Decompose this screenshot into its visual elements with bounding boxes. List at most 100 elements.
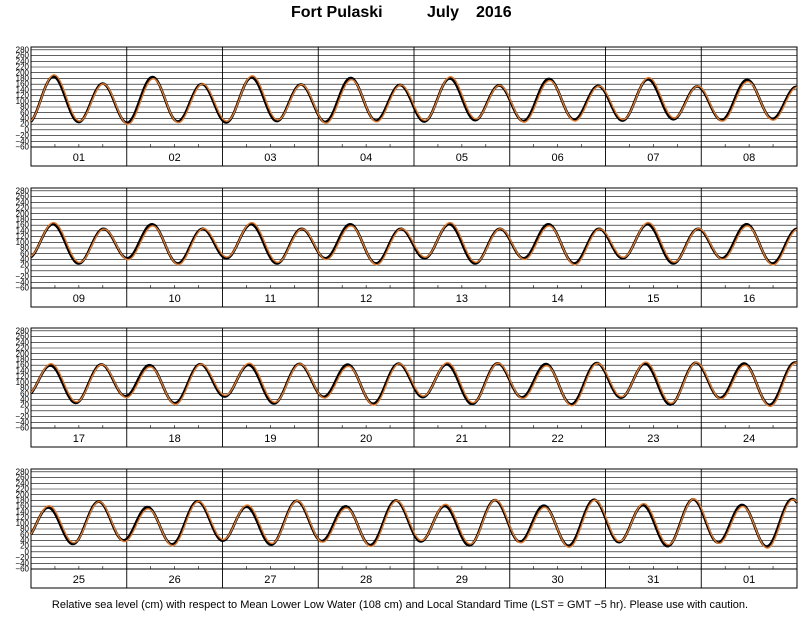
y-tick-label: 80: [20, 244, 29, 253]
day-label: 27: [264, 574, 276, 586]
day-label: 18: [169, 433, 181, 445]
title-year: 2016: [476, 4, 512, 21]
y-tick-label: 100: [16, 238, 30, 247]
y-tick-label: 0: [25, 125, 30, 134]
y-tick-label: 220: [16, 63, 30, 72]
day-label: 29: [456, 574, 468, 586]
y-tick-label: −40: [15, 137, 29, 146]
day-label: 01: [743, 574, 755, 586]
y-tick-label: 280: [16, 186, 30, 195]
y-tick-label: 100: [16, 519, 30, 528]
y-tick-label: −40: [15, 278, 29, 287]
day-label: 08: [743, 152, 755, 164]
y-tick-label: 160: [16, 361, 30, 370]
y-tick-label: −60: [15, 565, 29, 574]
y-tick-label: 240: [16, 338, 30, 347]
y-tick-label: 260: [16, 473, 30, 482]
day-label: 28: [360, 574, 372, 586]
day-label: 07: [647, 152, 659, 164]
day-label: 22: [552, 433, 564, 445]
y-tick-label: 240: [16, 479, 30, 488]
y-tick-label: 120: [16, 91, 30, 100]
day-label: 21: [456, 433, 468, 445]
y-tick-label: −20: [15, 412, 29, 421]
title-month: July: [427, 4, 460, 21]
y-tick-label: 180: [16, 496, 30, 505]
y-tick-label: 160: [16, 221, 30, 230]
predicted-series-line: [30, 498, 798, 549]
y-tick-label: 120: [16, 513, 30, 522]
y-tick-label: 180: [16, 355, 30, 364]
y-tick-label: −20: [15, 272, 29, 281]
y-tick-label: 140: [16, 507, 30, 516]
y-tick-label: −60: [15, 284, 29, 293]
y-tick-label: 200: [16, 349, 30, 358]
y-tick-label: −40: [15, 418, 29, 427]
y-tick-label: 100: [16, 97, 30, 106]
predicted-series-line: [30, 74, 798, 125]
day-label: 12: [360, 293, 372, 305]
y-tick-label: −20: [15, 553, 29, 562]
station-name: Fort Pulaski: [291, 4, 383, 21]
y-tick-label: 280: [16, 467, 30, 476]
y-tick-label: 220: [16, 344, 30, 353]
chart-title: Fort Pulaski July 2016: [0, 4, 800, 26]
y-tick-label: 180: [16, 74, 30, 83]
y-tick-label: 240: [16, 198, 30, 207]
y-tick-label: 0: [25, 266, 30, 275]
y-tick-label: 100: [16, 378, 30, 387]
y-tick-label: 20: [20, 261, 29, 270]
tide-chart: 280260240220200180160140120100806040200−…: [15, 45, 799, 589]
y-tick-label: −60: [15, 424, 29, 433]
y-tick-label: 260: [16, 332, 30, 341]
day-label: 05: [456, 152, 468, 164]
y-tick-label: 140: [16, 85, 30, 94]
y-tick-label: 280: [16, 45, 30, 54]
y-tick-label: 40: [20, 114, 29, 123]
y-tick-label: 40: [20, 255, 29, 264]
y-tick-label: −60: [15, 143, 29, 152]
day-label: 14: [552, 293, 564, 305]
y-tick-label: 160: [16, 502, 30, 511]
predicted-series-line: [30, 221, 798, 266]
y-tick-label: 260: [16, 51, 30, 60]
y-tick-label: −20: [15, 131, 29, 140]
y-tick-label: 20: [20, 120, 29, 129]
y-tick-label: 180: [16, 215, 30, 224]
y-tick-label: 20: [20, 401, 29, 410]
y-tick-label: 120: [16, 372, 30, 381]
day-label: 06: [552, 152, 564, 164]
y-tick-label: 80: [20, 525, 29, 534]
day-label: 16: [743, 293, 755, 305]
day-label: 20: [360, 433, 372, 445]
y-tick-label: 40: [20, 536, 29, 545]
y-tick-label: 120: [16, 232, 30, 241]
y-tick-label: 220: [16, 485, 30, 494]
y-tick-label: 60: [20, 389, 29, 398]
day-label: 02: [169, 152, 181, 164]
y-tick-label: −40: [15, 559, 29, 568]
y-tick-label: 220: [16, 204, 30, 213]
predicted-series-line: [30, 361, 798, 408]
day-label: 15: [647, 293, 659, 305]
y-tick-label: 60: [20, 530, 29, 539]
y-tick-label: 40: [20, 395, 29, 404]
y-tick-label: 20: [20, 542, 29, 551]
day-label: 09: [73, 293, 85, 305]
day-label: 31: [647, 574, 659, 586]
day-label: 30: [552, 574, 564, 586]
day-label: 24: [743, 433, 755, 445]
day-label: 11: [265, 293, 276, 305]
day-label: 17: [73, 433, 85, 445]
y-tick-label: 200: [16, 68, 30, 77]
y-tick-label: 140: [16, 366, 30, 375]
y-tick-label: 80: [20, 384, 29, 393]
day-label: 13: [456, 293, 468, 305]
y-tick-label: 0: [25, 547, 30, 556]
y-tick-label: 160: [16, 80, 30, 89]
day-label: 23: [647, 433, 659, 445]
y-tick-label: 140: [16, 226, 30, 235]
footer-note: Relative sea level (cm) with respect to …: [51, 599, 749, 611]
y-tick-label: 200: [16, 209, 30, 218]
day-label: 19: [264, 433, 276, 445]
